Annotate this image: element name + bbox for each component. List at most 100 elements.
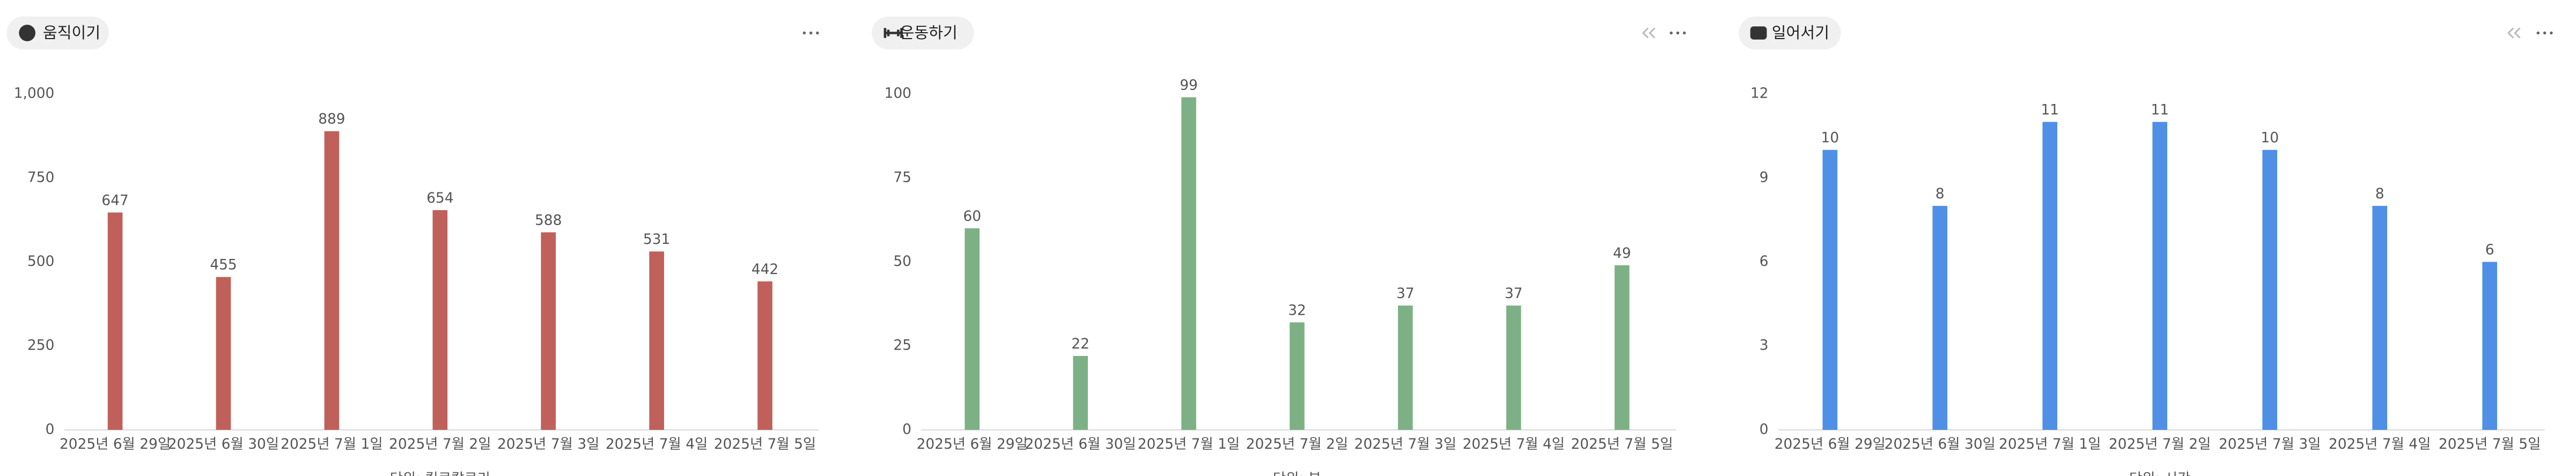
title-pill[interactable] (6, 16, 109, 50)
x-tick-label: 2025년 6월 29일 (917, 436, 1028, 452)
y-tick-label: 0 (46, 421, 55, 437)
x-tick-label: 2025년 6월 30일 (1025, 436, 1136, 452)
bar (1073, 356, 1088, 430)
menu-dot[interactable] (1669, 31, 1673, 35)
bar (2262, 150, 2278, 430)
x-axis-label: 단위: 시간 (2129, 471, 2190, 476)
bar (1506, 306, 1521, 430)
value-label: 588 (535, 212, 562, 228)
bar (1614, 265, 1630, 430)
value-label: 442 (752, 261, 778, 278)
x-tick-label: 2025년 7월 4일 (2329, 436, 2431, 452)
chart-title: 운동하기 (900, 24, 957, 42)
x-axis-label: 단위: 분 (1273, 471, 1321, 476)
bar (324, 131, 340, 430)
bar (1290, 322, 1305, 430)
bar (2042, 122, 2058, 430)
y-tick-label: 0 (902, 421, 911, 437)
x-tick-label: 2025년 7월 2일 (1246, 436, 1348, 452)
bar (1397, 306, 1413, 430)
x-tick-label: 2025년 7월 5일 (2439, 436, 2541, 452)
value-label: 22 (1071, 336, 1090, 352)
x-axis-label: 단위: 킬로칼로리 (390, 471, 490, 476)
bar (1932, 206, 1948, 430)
value-label: 10 (1821, 130, 1839, 146)
value-label: 647 (101, 192, 128, 209)
y-tick-label: 9 (1760, 169, 1769, 185)
value-label: 37 (1396, 285, 1415, 302)
header-1 (6, 16, 819, 50)
bar (2152, 122, 2168, 430)
value-label: 6 (2485, 242, 2494, 258)
title-pill[interactable] (872, 16, 974, 50)
menu-dot[interactable] (816, 31, 819, 35)
menu-dot[interactable] (1683, 31, 1686, 35)
chart-title: 움직이기 (43, 24, 100, 42)
x-tick-label: 2025년 6월 29일 (60, 436, 171, 452)
y-tick-label: 100 (885, 85, 911, 102)
value-label: 60 (963, 208, 981, 225)
menu-dot[interactable] (1676, 31, 1680, 35)
collapse-icon[interactable] (1642, 27, 1655, 39)
x-tick-label: 2025년 7월 1일 (1999, 436, 2101, 452)
menu-dot[interactable] (2550, 31, 2553, 35)
menu-dot[interactable] (809, 31, 813, 35)
bar (1181, 97, 1196, 430)
value-label: 37 (1505, 285, 1523, 302)
bar (2482, 262, 2497, 430)
x-tick-label: 2025년 7월 4일 (1462, 436, 1564, 452)
y-tick-label: 250 (27, 337, 54, 354)
bar (965, 228, 980, 430)
x-tick-label: 2025년 7월 4일 (606, 436, 708, 452)
bar (107, 212, 123, 430)
x-tick-label: 2025년 7월 2일 (389, 436, 491, 452)
bar (2372, 206, 2388, 430)
title-pill[interactable] (1739, 16, 1841, 50)
menu-dot[interactable] (803, 31, 806, 35)
x-tick-label: 2025년 6월 29일 (1775, 436, 1886, 452)
icon (1750, 26, 1767, 40)
x-tick-label: 2025년 6월 30일 (1885, 436, 1996, 452)
bar (1822, 150, 1838, 430)
x-tick-label: 2025년 7월 3일 (1355, 436, 1456, 452)
chart-title: 일어서기 (1772, 24, 1829, 42)
x-tick-label: 2025년 7월 5일 (714, 436, 816, 452)
y-tick-label: 12 (1750, 85, 1769, 102)
value-label: 11 (2041, 101, 2059, 118)
value-label: 99 (1180, 77, 1198, 93)
y-tick-label: 1,000 (14, 85, 55, 102)
menu-dot[interactable] (2543, 31, 2546, 35)
bar (541, 232, 556, 430)
value-label: 455 (210, 257, 237, 273)
value-label: 11 (2151, 101, 2169, 118)
y-tick-label: 75 (893, 169, 911, 185)
value-label: 889 (318, 111, 345, 128)
x-tick-label: 2025년 7월 5일 (1571, 436, 1673, 452)
value-label: 32 (1288, 302, 1306, 318)
x-tick-label: 2025년 7월 3일 (497, 436, 599, 452)
x-tick-label: 2025년 7월 3일 (2219, 436, 2321, 452)
value-label: 8 (2375, 185, 2384, 202)
bar (757, 281, 772, 430)
x-tick-label: 2025년 6월 30일 (168, 436, 279, 452)
bar (216, 277, 231, 430)
value-label: 49 (1613, 245, 1631, 262)
value-label: 10 (2261, 130, 2279, 146)
icon (884, 28, 903, 38)
header-2 (872, 16, 1686, 50)
bar (649, 251, 664, 430)
header-3 (1739, 16, 2553, 50)
x-tick-label: 2025년 7월 1일 (1138, 436, 1240, 452)
x-tick-label: 2025년 7월 2일 (2109, 436, 2211, 452)
icon (19, 25, 36, 41)
x-tick-label: 2025년 7월 1일 (281, 436, 382, 452)
y-tick-label: 3 (1760, 337, 1769, 354)
y-tick-label: 500 (27, 253, 54, 270)
y-tick-label: 6 (1760, 253, 1769, 270)
value-label: 654 (426, 190, 453, 206)
value-label: 8 (1935, 185, 1945, 202)
menu-dot[interactable] (2536, 31, 2540, 35)
collapse-icon[interactable] (2507, 27, 2521, 39)
